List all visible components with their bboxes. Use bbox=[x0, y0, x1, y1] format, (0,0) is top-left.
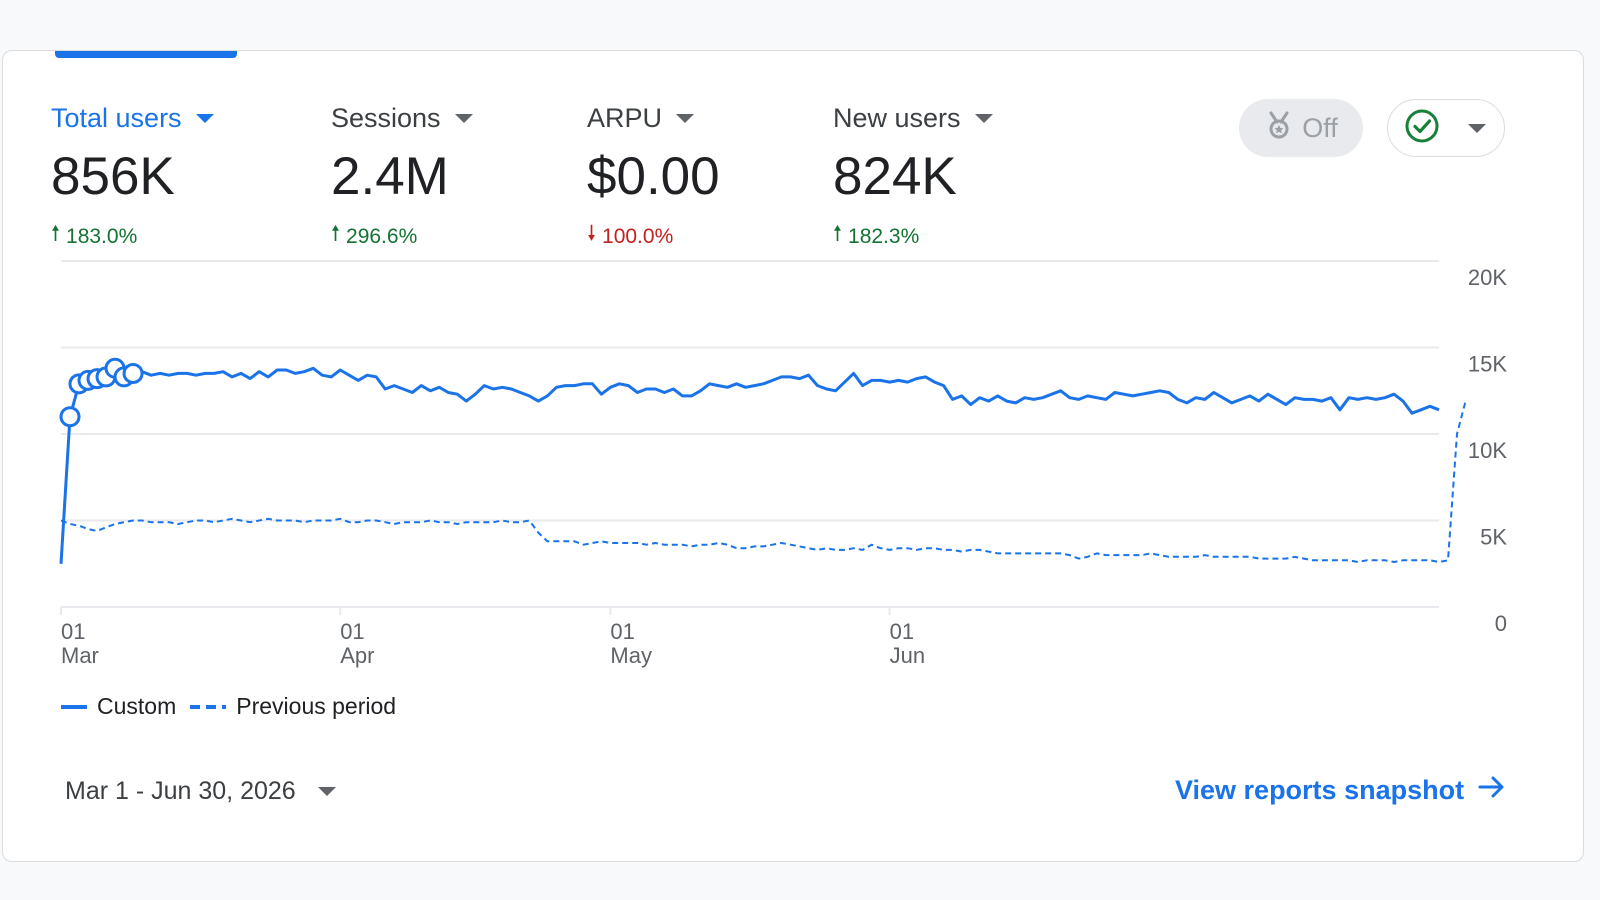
y-tick-label: 5K bbox=[1480, 525, 1507, 550]
chevron-down-icon bbox=[676, 113, 695, 123]
arrow-down-icon: 🠗 bbox=[587, 222, 597, 245]
metric-change: 🠕 296.6% bbox=[331, 219, 473, 254]
x-tick-day: 01 bbox=[890, 619, 914, 644]
x-tick-month: Jun bbox=[890, 643, 925, 668]
y-tick-label: 10K bbox=[1468, 438, 1507, 463]
series-line-previous-period bbox=[60, 399, 1467, 563]
toggle-label: Off bbox=[1302, 112, 1338, 143]
metric-change: 🠕 183.0% bbox=[51, 219, 214, 254]
arrow-up-icon: 🠕 bbox=[331, 222, 341, 245]
metric-sessions[interactable]: Sessions 2.4M 🠕 296.6% bbox=[331, 103, 473, 254]
series-line-custom bbox=[59, 366, 1440, 564]
medal-icon bbox=[1264, 110, 1294, 147]
y-tick-label: 20K bbox=[1468, 265, 1507, 290]
metric-label: Sessions bbox=[331, 102, 441, 133]
y-tick-label: 0 bbox=[1495, 611, 1507, 636]
legend-item-custom: Custom bbox=[61, 693, 176, 720]
metric-label: New users bbox=[833, 102, 961, 133]
data-point-marker bbox=[59, 406, 81, 428]
x-tick-day: 01 bbox=[61, 619, 85, 644]
x-tick-month: Mar bbox=[61, 643, 99, 668]
x-tick-month: Apr bbox=[340, 643, 374, 668]
overview-card: Total users 856K 🠕 183.0% Sessions 2.4M … bbox=[2, 50, 1584, 862]
metric-change: 🠗 100.0% bbox=[587, 219, 720, 254]
y-tick-label: 15K bbox=[1468, 352, 1507, 377]
metric-change-value: 100.0% bbox=[602, 224, 674, 248]
metric-new-users[interactable]: New users 824K 🠕 182.3% bbox=[833, 103, 993, 254]
legend-label: Custom bbox=[97, 693, 177, 719]
metric-change: 🠕 182.3% bbox=[833, 219, 993, 254]
metric-value: $0.00 bbox=[587, 147, 720, 206]
metric-change-value: 183.0% bbox=[66, 224, 138, 248]
metric-change-value: 296.6% bbox=[346, 224, 418, 248]
date-range-selector[interactable]: Mar 1 - Jun 30, 2026 bbox=[65, 777, 336, 806]
active-tab-indicator bbox=[55, 51, 237, 58]
check-circle-icon bbox=[1404, 108, 1440, 149]
metric-change-value: 182.3% bbox=[848, 224, 920, 248]
metric-value: 856K bbox=[51, 147, 175, 206]
legend-item-previous: Previous period bbox=[190, 693, 396, 720]
status-dropdown[interactable] bbox=[1387, 99, 1505, 157]
x-tick-month: May bbox=[610, 643, 652, 668]
metric-value: 2.4M bbox=[331, 147, 449, 206]
x-tick-day: 01 bbox=[340, 619, 364, 644]
arrow-up-icon: 🠕 bbox=[51, 222, 61, 245]
insights-toggle[interactable]: Off bbox=[1239, 99, 1363, 157]
data-point-marker bbox=[122, 362, 144, 384]
x-tick-day: 01 bbox=[610, 619, 634, 644]
metric-label: ARPU bbox=[587, 102, 663, 133]
solid-line-swatch bbox=[61, 704, 87, 709]
chevron-down-icon bbox=[454, 113, 473, 123]
metric-label: Total users bbox=[51, 102, 182, 133]
date-range-label: Mar 1 - Jun 30, 2026 bbox=[65, 777, 296, 805]
view-link-label: View reports snapshot bbox=[1175, 775, 1465, 805]
chevron-down-icon bbox=[317, 787, 336, 796]
legend-label: Previous period bbox=[236, 693, 397, 719]
dashed-line-swatch bbox=[190, 704, 227, 709]
arrow-right-icon bbox=[1478, 775, 1506, 806]
arrow-up-icon: 🠕 bbox=[833, 222, 843, 245]
metric-value: 824K bbox=[833, 147, 957, 206]
chevron-down-icon bbox=[1468, 123, 1486, 133]
chevron-down-icon bbox=[974, 113, 993, 123]
metric-total-users[interactable]: Total users 856K 🠕 183.0% bbox=[51, 103, 214, 254]
chevron-down-icon bbox=[195, 113, 214, 123]
chart-legend: Custom Previous period bbox=[61, 693, 410, 720]
view-reports-snapshot-link[interactable]: View reports snapshot bbox=[1175, 775, 1506, 806]
metric-arpu[interactable]: ARPU $0.00 🠗 100.0% bbox=[587, 103, 720, 254]
